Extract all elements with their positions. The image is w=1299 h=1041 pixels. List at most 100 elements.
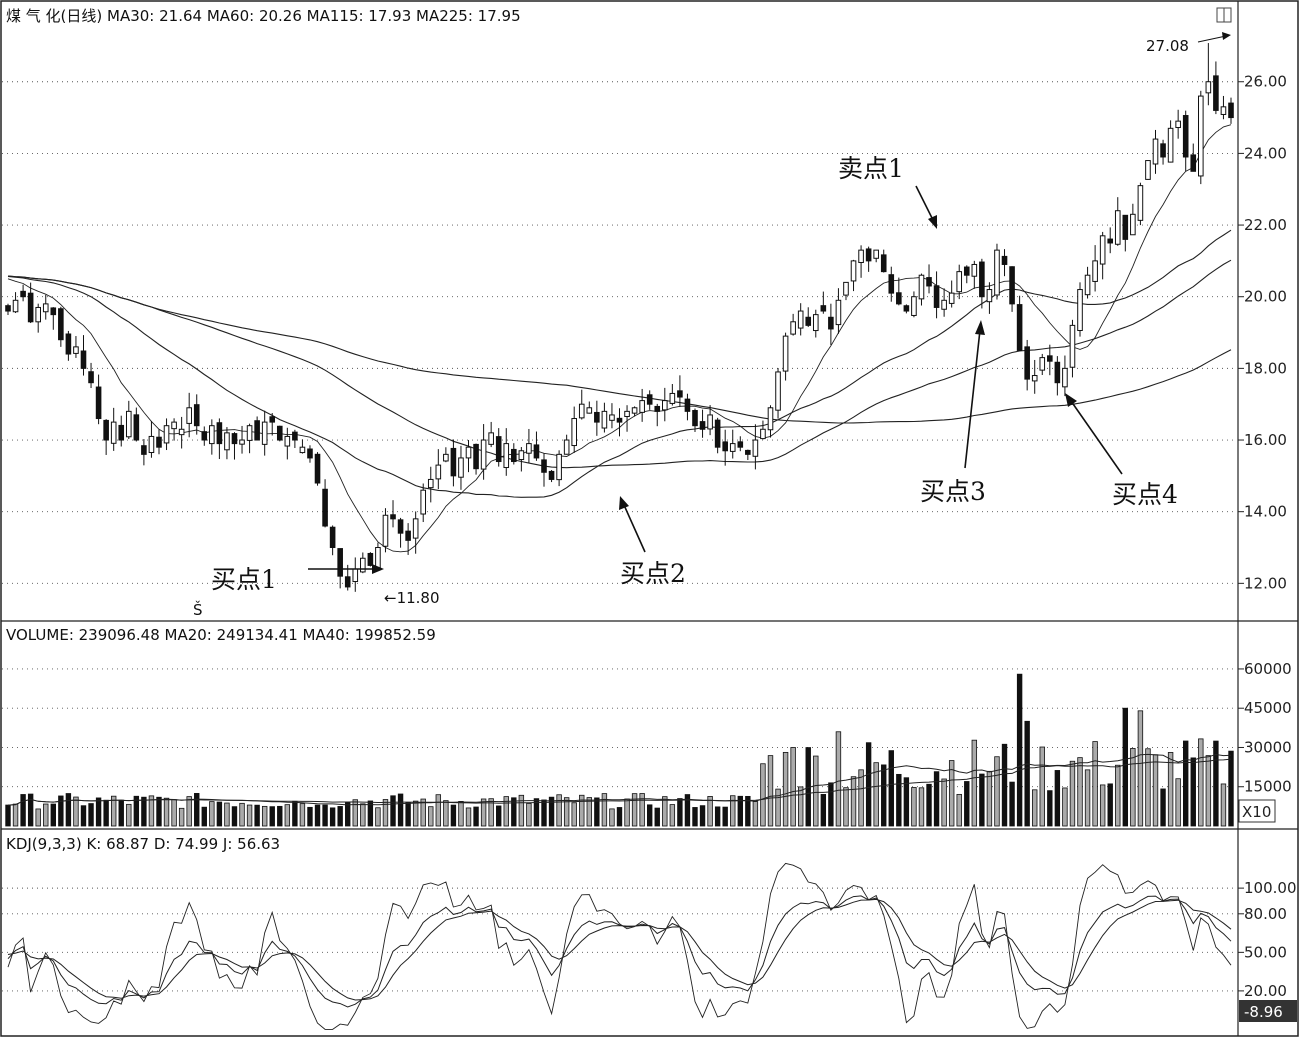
volume-bar — [1130, 748, 1136, 827]
buy-point-1-arrowhead — [372, 564, 384, 574]
volume-bar — [360, 803, 366, 827]
candle — [541, 459, 547, 473]
sell-point-1-arrow — [915, 185, 934, 221]
candle — [42, 303, 49, 313]
volume-bar — [178, 807, 185, 827]
y-tick-label: 45000 — [1244, 699, 1292, 717]
high-marker-arrow — [1197, 35, 1227, 43]
candle — [903, 305, 910, 312]
volume-bar — [1152, 754, 1159, 827]
volume-bar — [65, 793, 72, 827]
volume-bar — [586, 797, 593, 827]
volume-bar — [412, 800, 419, 827]
volume-bar — [1069, 760, 1076, 827]
candle — [654, 405, 661, 412]
volume-bar — [27, 793, 34, 827]
volume-bar — [397, 793, 404, 827]
volume-bar — [631, 793, 638, 827]
candle — [156, 436, 162, 448]
volume-bar — [971, 739, 978, 827]
volume-bar — [231, 806, 238, 827]
volume-bar — [828, 782, 834, 827]
candle — [548, 470, 555, 480]
volume-bar — [246, 804, 253, 827]
volume-bar — [888, 750, 894, 827]
volume-bar — [299, 803, 306, 827]
candle — [495, 436, 502, 463]
candle — [722, 441, 728, 452]
candle — [103, 419, 109, 441]
volume-bar — [933, 771, 940, 827]
volume-bar — [352, 799, 358, 827]
volume-bar — [571, 802, 577, 827]
candle — [412, 518, 419, 539]
candle — [488, 432, 494, 445]
ma-line — [7, 275, 1232, 424]
kdj-header: KDJ(9,3,3) K: 68.87 D: 74.99 J: 56.63 — [6, 835, 280, 853]
kdj-line — [7, 898, 1232, 1001]
volume-bar — [1190, 757, 1196, 827]
candle — [767, 407, 774, 431]
candle — [1175, 120, 1181, 129]
candle — [503, 443, 510, 469]
y-tick-label: 14.00 — [1244, 503, 1287, 521]
volume-bar — [609, 808, 615, 827]
candle — [828, 316, 834, 330]
kdj-lines — [7, 862, 1232, 1030]
candle — [186, 407, 192, 424]
volume-bar — [473, 806, 479, 827]
kdj-line — [7, 862, 1232, 1030]
candle — [1016, 304, 1023, 351]
candle — [752, 439, 759, 457]
candle — [58, 308, 64, 341]
candle — [616, 417, 623, 423]
volume-bar — [171, 799, 177, 827]
y-tick-label: 100.00 — [1244, 879, 1297, 897]
volume-bar — [911, 787, 917, 827]
volume-bar — [873, 762, 879, 827]
volume-bar — [601, 793, 608, 827]
volume-bar — [292, 800, 298, 827]
candle — [775, 371, 781, 411]
volume-bar — [12, 803, 19, 827]
volume-ma-line — [7, 758, 1232, 806]
candle — [1182, 115, 1189, 158]
candle — [141, 445, 147, 455]
volume-bar — [737, 795, 743, 827]
candle — [1160, 143, 1166, 158]
candle — [1137, 185, 1144, 221]
volume-bar — [964, 781, 970, 827]
candle — [231, 433, 238, 445]
candle — [646, 394, 653, 405]
volume-bar — [835, 731, 842, 827]
candle — [35, 306, 41, 323]
volume-bar — [50, 803, 56, 827]
volume-bar — [1160, 788, 1166, 827]
candle — [1107, 238, 1114, 244]
volume-bar — [73, 796, 79, 827]
volume-bar — [1107, 783, 1113, 827]
volume-bar — [375, 807, 381, 827]
candle — [352, 568, 359, 583]
candle — [948, 292, 955, 304]
volume-bar — [1213, 740, 1219, 827]
volume-bar — [881, 764, 887, 827]
volume-bar — [714, 806, 721, 827]
candle — [443, 453, 449, 462]
candle — [88, 371, 94, 384]
buy-point-3-label: 买点3 — [920, 477, 986, 506]
volume-bar — [126, 803, 132, 827]
volume-bar — [1001, 743, 1008, 827]
candle — [110, 421, 117, 444]
volume-bar — [1198, 738, 1204, 827]
volume-bar — [367, 800, 374, 827]
candle — [609, 414, 615, 421]
buy-point-3-arrowhead — [975, 320, 985, 335]
candle — [390, 514, 396, 520]
candle — [578, 403, 585, 419]
volume-bar — [1099, 784, 1106, 827]
candle — [745, 449, 751, 455]
candle — [1114, 210, 1121, 245]
